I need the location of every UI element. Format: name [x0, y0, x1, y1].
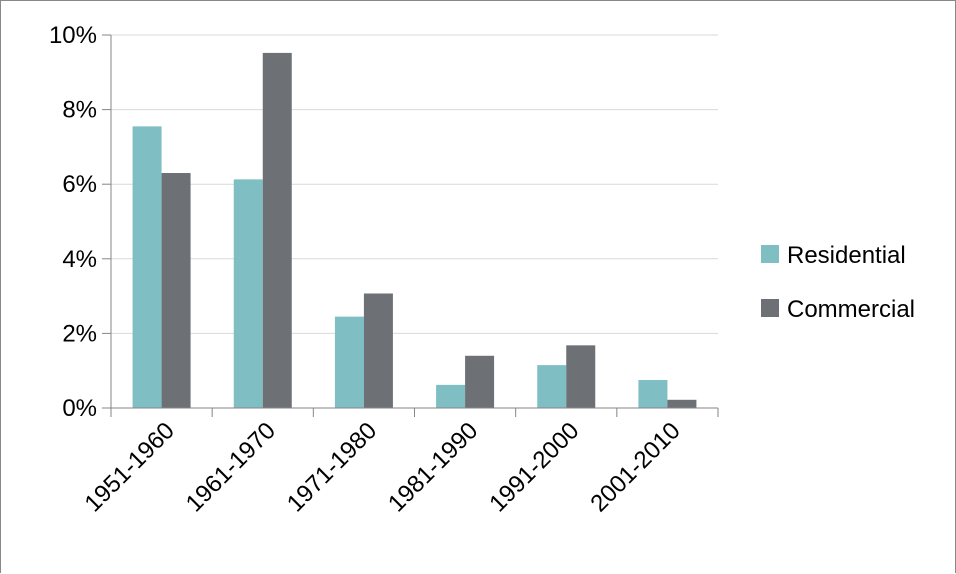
legend-swatch-residential [761, 245, 779, 263]
x-tick-label: 1951-1960 [80, 417, 180, 517]
bar-commercial-1981-1990 [465, 355, 495, 408]
bar-residential-1981-1990 [436, 384, 466, 408]
bar-commercial-1961-1970 [262, 52, 292, 409]
bar-commercial-1971-1980 [363, 293, 393, 408]
axes [102, 34, 719, 417]
x-tick-labels: 1951-1960 1961-1970 1971-1980 1981-1990 1991… [80, 417, 686, 517]
bars [132, 52, 697, 409]
x-tick-label: 1971-1980 [282, 417, 382, 517]
gridlines [111, 34, 718, 334]
legend-swatch-commercial [761, 299, 779, 317]
bar-residential-1961-1970 [233, 179, 263, 408]
y-tick-label: 0% [62, 395, 97, 422]
legend: Residential Commercial [761, 242, 915, 323]
legend-label-commercial: Commercial [787, 296, 915, 323]
y-tick-label: 2% [62, 320, 97, 347]
bar-residential-2001-2010 [638, 380, 668, 408]
y-tick-label: 6% [62, 171, 97, 198]
bar-commercial-1991-2000 [566, 345, 596, 408]
y-tick-label: 4% [62, 246, 97, 273]
x-tick-label: 1981-1990 [383, 417, 483, 517]
bar-commercial-1951-1960 [161, 173, 191, 408]
bar-residential-1991-2000 [537, 365, 567, 408]
bar-commercial-2001-2010 [667, 399, 697, 408]
bar-residential-1951-1960 [132, 126, 162, 408]
bar-residential-1971-1980 [334, 316, 364, 408]
legend-label-residential: Residential [787, 242, 906, 269]
y-tick-label: 10% [49, 22, 97, 49]
y-tick-labels: 0% 2% 4% 6% 8% 10% [49, 22, 97, 422]
y-tick-label: 8% [62, 97, 97, 124]
x-tick-label: 2001-2010 [585, 417, 685, 517]
x-tick-label: 1961-1970 [181, 417, 281, 517]
x-tick-label: 1991-2000 [484, 417, 584, 517]
